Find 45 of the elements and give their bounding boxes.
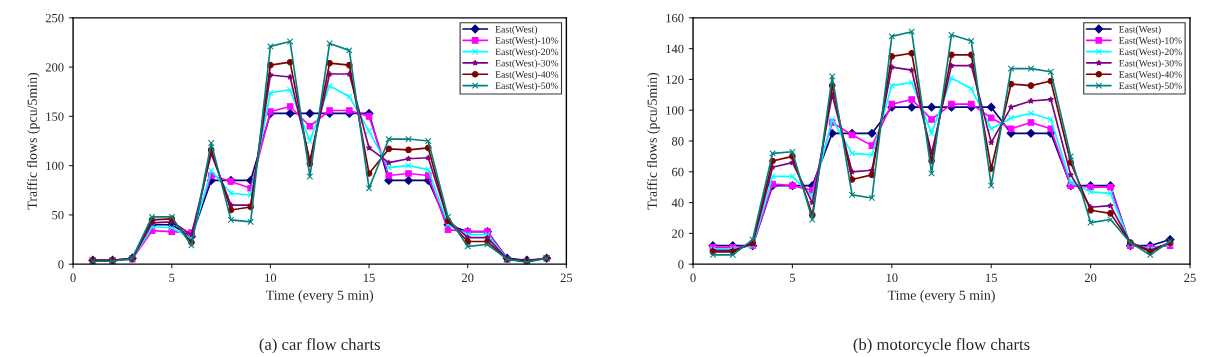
y-axis-title: Traffic flows (pcu/5min) [27,72,40,210]
x-tick-label: 10 [265,273,277,282]
text: (a) car flow charts [259,338,380,354]
y-tick-label: 160 [666,13,684,23]
legend-label: East(West)-30% [1119,59,1182,69]
x-tick-label: 5 [790,273,796,282]
legend-label: East(West) [1119,25,1161,35]
y-tick-label: 20 [672,229,684,238]
y-tick-label: 60 [672,167,684,177]
text: (b) motorcycle flow charts [853,338,1030,354]
x-tick-label: 10 [886,273,898,282]
x-tick-label: 0 [70,273,76,282]
x-tick-label: 5 [169,273,175,282]
y-tick-label: 200 [45,63,64,72]
legend-label: East(West)-40% [1119,70,1182,80]
y-tick-label: 0 [678,260,684,269]
y-axis-title: Traffic flows (pcu/5min) [646,72,660,210]
x-axis-title: Time (every 5 min) [887,290,995,303]
x-tick-label: 25 [560,273,573,282]
y-tick-label: 100 [46,161,64,171]
y-tick-label: 40 [671,198,684,208]
y-tick-label: 0 [58,260,64,269]
x-tick-label: 15 [363,273,375,282]
legend-label: East(West)-20% [495,48,559,58]
y-tick-label: 80 [671,137,684,146]
x-tick-label: 20 [462,273,474,282]
x-tick-label: 15 [986,273,997,282]
x-tick-label: 25 [1184,273,1196,282]
y-tick-label: 120 [666,75,684,84]
x-tick-label: 0 [690,273,696,282]
legend-label: East(West)-50% [1119,82,1182,92]
x-axis-title: Time (every 5 min) [266,290,374,303]
legend-label: East(West)-50% [495,82,559,92]
y-tick-label: 250 [45,13,64,23]
legend-label: East(West)-10% [1119,36,1182,46]
y-tick-label: 50 [52,210,64,220]
x-tick-label: 20 [1084,273,1097,282]
y-tick-label: 150 [46,112,64,121]
legend-label: East(West)-20% [1119,48,1182,58]
y-tick-label: 100 [666,106,684,115]
legend-label: East(West)-40% [495,70,559,80]
legend-label: East(West)-30% [495,59,559,69]
legend-label: East(West)-10% [495,36,559,46]
y-tick-label: 140 [666,44,684,54]
legend-label: East(West) [495,25,538,35]
